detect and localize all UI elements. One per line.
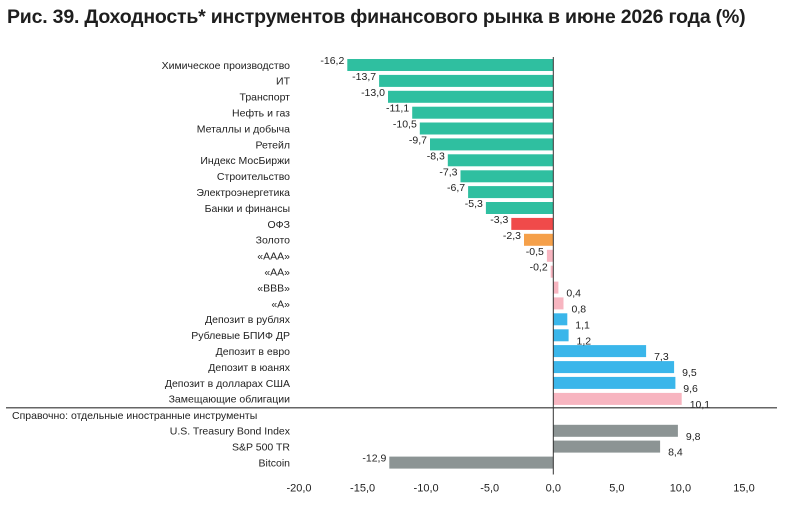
data-label: -2,3 [503, 230, 521, 242]
category-label: ИТ [276, 76, 291, 88]
labels-layer: Химическое производство -16,2 ИТ -13,7 Транс… [12, 55, 755, 495]
data-label: -6,7 [447, 182, 465, 194]
bar [389, 456, 554, 469]
data-label: 0,4 [566, 288, 581, 300]
data-label: 8,4 [668, 447, 683, 459]
data-label: -7,3 [439, 166, 457, 178]
data-label: -13,0 [361, 87, 385, 99]
bar [447, 154, 554, 167]
category-label: Химическое производство [162, 60, 291, 72]
x-tick-label: 0,0 [546, 483, 561, 495]
bar [553, 329, 569, 342]
bar [468, 186, 554, 199]
category-label: Депозит в юанях [208, 362, 290, 374]
bar [553, 361, 675, 374]
category-label: «ВВВ» [257, 282, 290, 294]
data-label: 9,8 [686, 431, 701, 443]
category-label: Депозит в долларах США [165, 378, 290, 390]
data-label: 1,2 [577, 335, 592, 347]
data-label: 0,8 [572, 303, 587, 315]
bar [388, 90, 554, 103]
category-label: Депозит в рублях [205, 314, 291, 326]
category-label: Транспорт [240, 92, 291, 104]
bar [511, 217, 554, 230]
bar [553, 440, 661, 453]
category-label: ОФЗ [268, 219, 291, 231]
category-label: Банки и финансы [205, 203, 290, 215]
category-label: Bitcoin [258, 457, 290, 469]
x-tick-label: 15,0 [733, 483, 754, 495]
bar [379, 74, 554, 87]
category-label: «АА» [264, 267, 290, 279]
x-tick-label: -5,0 [480, 483, 499, 495]
category-label: «ААА» [257, 251, 290, 263]
bar [553, 281, 559, 294]
bar [430, 138, 554, 151]
category-label: S&P 500 TR [232, 441, 290, 453]
data-label: 10,1 [690, 399, 711, 411]
data-label: -3,3 [490, 214, 508, 226]
category-label: Рублевые БПИФ ДР [191, 330, 290, 342]
category-label: Золото [256, 235, 290, 247]
bar [347, 59, 554, 71]
bar [460, 170, 554, 183]
category-label: Электроэнергетика [196, 187, 290, 199]
x-tick-label: -10,0 [414, 483, 439, 495]
data-label: -13,7 [352, 71, 376, 83]
x-tick-label: 5,0 [609, 483, 624, 495]
data-label: -9,7 [409, 134, 427, 146]
category-label: Депозит в евро [216, 346, 291, 358]
category-label: Ретейл [255, 139, 290, 151]
data-label: -0,5 [526, 246, 544, 258]
x-tick-label: -20,0 [286, 483, 311, 495]
chart-title: Рис. 39. Доходность* инструментов финанс… [7, 6, 746, 28]
section-label: Справочно: отдельные иностранные инструм… [12, 410, 257, 422]
bar [553, 424, 678, 437]
category-label: Замещающие облигации [169, 394, 291, 406]
bars-layer [347, 59, 682, 469]
bar [553, 345, 647, 358]
bar [550, 265, 554, 278]
category-label: Строительство [217, 171, 290, 183]
data-label: -12,9 [362, 453, 386, 465]
x-tick-label: -15,0 [350, 483, 375, 495]
bar [412, 106, 554, 119]
bar [524, 233, 554, 246]
bar [553, 376, 676, 389]
data-label: 7,3 [654, 351, 669, 363]
category-label: Металлы и добыча [197, 123, 290, 135]
axis-layer [6, 57, 777, 475]
x-tick-label: 10,0 [670, 483, 691, 495]
data-label: -10,5 [393, 119, 417, 131]
bar [553, 297, 564, 310]
data-label: -8,3 [427, 150, 445, 162]
data-label: -0,2 [530, 262, 548, 274]
category-label: Нефть и газ [232, 108, 290, 120]
category-label: U.S. Treasury Bond Index [170, 426, 291, 438]
bar [485, 202, 554, 214]
data-label: 1,1 [575, 319, 590, 331]
category-label: «А» [271, 298, 290, 310]
data-label: 9,6 [683, 383, 698, 395]
bar [546, 249, 554, 262]
data-label: -11,1 [386, 103, 409, 115]
data-label: 9,5 [682, 367, 697, 379]
bar [553, 313, 568, 326]
data-label: -5,3 [465, 198, 483, 210]
bar [553, 392, 682, 405]
data-label: -16,2 [320, 55, 344, 67]
category-label: Индекс МосБиржи [200, 155, 290, 167]
bar [419, 122, 554, 135]
